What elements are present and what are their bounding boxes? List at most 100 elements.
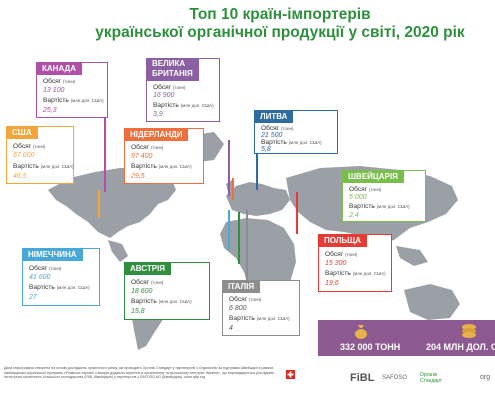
value-label: Вартість xyxy=(13,163,39,170)
volume-unit: (тонн) xyxy=(150,145,164,150)
volume-value: 41 600 xyxy=(29,274,51,281)
volume-unit: (тонн) xyxy=(32,144,46,149)
value-value: 25,3 xyxy=(43,107,57,114)
country-card-italy: ІТАЛІЯ Обсяг (тонн) 6 800 Вартість (млн … xyxy=(222,280,300,336)
country-card-usa: США Обсяг (тонн) 67 000 Вартість (млн до… xyxy=(6,126,74,184)
volume-value: 5 000 xyxy=(349,194,367,201)
value-value: 29,5 xyxy=(131,173,145,180)
volume-label: Обсяг xyxy=(29,265,48,272)
totals-banner: 332 000 ТОНН 204 МЛН ДОЛ. США xyxy=(318,320,495,356)
value-unit: (млн дол. США) xyxy=(256,316,290,321)
volume-unit: (тонн) xyxy=(172,85,186,90)
value-value: 19,6 xyxy=(325,280,339,287)
country-name: ІТАЛІЯ xyxy=(222,280,261,293)
volume-unit: (тонн) xyxy=(280,126,294,131)
pin-line-canada xyxy=(104,118,106,192)
pin-line-germany xyxy=(228,210,230,250)
volume-label: Обсяг xyxy=(13,143,32,150)
volume-label: Обсяг xyxy=(349,186,368,193)
pin-line-netherlands xyxy=(232,178,234,200)
value-label: Вартість xyxy=(229,315,255,322)
value-label: Вартість xyxy=(261,139,287,146)
country-name: АВСТРІЯ xyxy=(124,262,172,275)
value-label: Вартість xyxy=(131,163,157,170)
country-card-germany: НІМЕЧЧИНА Обсяг (тонн) 41 600 Вартість (… xyxy=(22,248,100,306)
value-value: 27 xyxy=(29,294,37,301)
volume-unit: (тонн) xyxy=(48,266,62,271)
title-line-1: Топ 10 країн-імпортерів xyxy=(189,6,371,23)
page-title: Топ 10 країн-імпортерів української орга… xyxy=(70,6,490,42)
volume-value: 97 400 xyxy=(131,153,153,160)
volume-label: Обсяг xyxy=(43,78,62,85)
total-volume: 332 000 ТОНН xyxy=(340,342,401,352)
volume-unit: (тонн) xyxy=(344,252,358,257)
organicinfo-logo: org xyxy=(480,374,491,381)
value-unit: (млн дол. США) xyxy=(376,204,410,209)
country-card-uk: ВЕЛИКА БРИТАНІЯ Обсяг (тонн) 16 900 Варт… xyxy=(146,58,220,122)
volume-unit: (тонн) xyxy=(248,297,262,302)
value-value: 2,4 xyxy=(349,212,359,219)
total-value: 204 МЛН ДОЛ. США xyxy=(426,342,495,352)
volume-unit: (тонн) xyxy=(150,280,164,285)
volume-label: Обсяг xyxy=(153,84,172,91)
country-card-austria: АВСТРІЯ Обсяг (тонн) 18 600 Вартість (мл… xyxy=(124,262,210,320)
country-name: НІМЕЧЧИНА xyxy=(22,248,83,261)
country-card-canada: КАНАДА Обсяг (тонн) 13 100 Вартість (млн… xyxy=(36,62,108,118)
country-card-netherlands: НІДЕРЛАНДИ Обсяг (тонн) 97 400 Вартість … xyxy=(124,128,204,184)
country-name: ШВЕЙЦАРІЯ xyxy=(342,170,404,183)
volume-unit: (тонн) xyxy=(62,79,76,84)
pin-line-poland xyxy=(296,192,298,234)
value-value: 46,5 xyxy=(13,173,27,180)
footer-note: Дана інфографіка створена на основі досл… xyxy=(4,366,274,380)
safoso-logo: SAFOSO xyxy=(382,375,408,381)
volume-unit: (тонн) xyxy=(368,187,382,192)
volume-value: 15 300 xyxy=(325,260,347,267)
country-name-line-2: БРИТАНІЯ xyxy=(152,69,193,78)
value-unit: (млн дол. США) xyxy=(40,164,74,169)
title-line-2: української органічної продукції у світі… xyxy=(95,24,465,41)
value-unit: (млн дол. США) xyxy=(158,164,192,169)
country-name: НІДЕРЛАНДИ xyxy=(124,128,189,141)
value-unit: (млн дол. США) xyxy=(70,98,104,103)
value-value: 15,8 xyxy=(131,308,145,315)
volume-label: Обсяг xyxy=(325,251,344,258)
value-value: 5,8 xyxy=(261,146,271,153)
country-name: ЛИТВА xyxy=(254,110,294,123)
volume-value: 16 900 xyxy=(153,92,175,99)
country-name: ВЕЛИКА БРИТАНІЯ xyxy=(146,58,199,81)
volume-label: Обсяг xyxy=(131,279,150,286)
country-name: КАНАДА xyxy=(36,62,82,75)
volume-label: Обсяг xyxy=(229,296,248,303)
value-label: Вартість xyxy=(325,270,351,277)
country-name: США xyxy=(6,126,38,139)
country-card-poland: ПОЛЬЩА Обсяг (тонн) 15 300 Вартість (млн… xyxy=(318,234,392,292)
coins-icon xyxy=(462,324,476,338)
volume-label: Обсяг xyxy=(261,125,280,132)
value-label: Вартість xyxy=(349,203,375,210)
value-label: Вартість xyxy=(131,298,157,305)
value-value: 3,9 xyxy=(153,111,163,118)
value-unit: (млн дол. США) xyxy=(288,140,322,145)
volume-value: 13 100 xyxy=(43,87,65,94)
value-unit: (млн дол. США) xyxy=(158,299,192,304)
pin-line-usa xyxy=(98,190,100,218)
value-unit: (млн дол. США) xyxy=(180,103,214,108)
money-bag-icon xyxy=(355,325,367,339)
country-card-switzerland: ШВЕЙЦАРІЯ Обсяг (тонн) 5 000 Вартість (м… xyxy=(342,170,426,222)
value-unit: (млн дол. США) xyxy=(352,271,386,276)
value-unit: (млн дол. США) xyxy=(56,285,90,290)
value-value: 4 xyxy=(229,325,233,332)
volume-value: 6 800 xyxy=(229,305,247,312)
country-name: ПОЛЬЩА xyxy=(318,234,368,247)
swiss-flag-icon xyxy=(286,370,295,379)
pin-line-austria xyxy=(238,212,240,264)
volume-value: 21 500 xyxy=(261,132,283,139)
pin-line-uk xyxy=(228,140,230,196)
pin-line-italy xyxy=(246,210,248,282)
volume-label: Обсяг xyxy=(131,144,150,151)
organic-standard-logo: Органік Стандарт xyxy=(420,372,443,384)
country-card-lithuania: ЛИТВА Обсяг (тонн) 21 500 Вартість (млн … xyxy=(254,110,338,154)
value-label: Вартість xyxy=(29,284,55,291)
volume-value: 67 000 xyxy=(13,152,35,159)
value-label: Вартість xyxy=(43,97,69,104)
